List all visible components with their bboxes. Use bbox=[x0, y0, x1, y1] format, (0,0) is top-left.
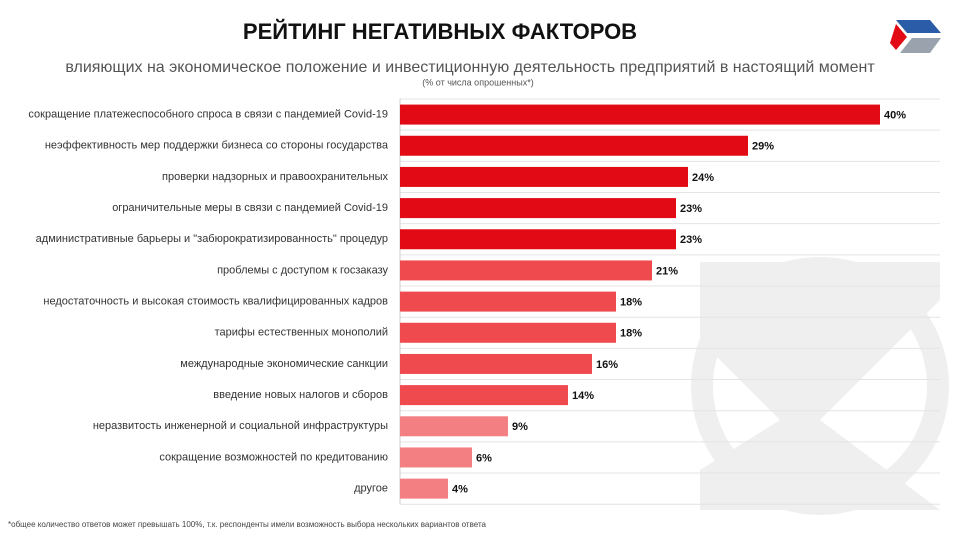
category-label: тарифы естественных монополий bbox=[215, 327, 388, 339]
footnote: *общее количество ответов может превышат… bbox=[8, 520, 487, 529]
category-label: неэффективность мер поддержки бизнеса со… bbox=[45, 140, 389, 152]
category-label: проблемы с доступом к госзаказу bbox=[217, 264, 388, 276]
value-label: 16% bbox=[596, 359, 618, 371]
category-label: ограничительные меры в связи с пандемией… bbox=[112, 202, 388, 214]
bar bbox=[400, 198, 676, 219]
bar bbox=[400, 416, 508, 437]
category-label: другое bbox=[354, 483, 388, 495]
chart-title: РЕЙТИНГ НЕГАТИВНЫХ ФАКТОРОВ bbox=[243, 19, 637, 44]
category-label: административные барьеры и "забюрократиз… bbox=[36, 233, 388, 245]
value-label: 18% bbox=[620, 328, 642, 340]
value-label: 24% bbox=[692, 172, 714, 184]
value-label: 23% bbox=[680, 203, 702, 215]
bar bbox=[400, 104, 880, 125]
value-label: 40% bbox=[884, 109, 906, 121]
category-label: сокращение платежеспособного спроса в св… bbox=[28, 108, 388, 120]
bar bbox=[400, 291, 616, 312]
category-label: введение новых налогов и сборов bbox=[213, 389, 388, 401]
value-label: 29% bbox=[752, 141, 774, 153]
category-label: сокращение возможностей по кредитованию bbox=[159, 451, 388, 463]
bar bbox=[400, 353, 592, 374]
value-label: 18% bbox=[620, 297, 642, 309]
value-label: 4% bbox=[452, 484, 468, 496]
category-label: неразвитость инженерной и социальной инф… bbox=[93, 420, 388, 432]
subtitle: влияющих на экономическое положение и ин… bbox=[65, 59, 875, 76]
bar bbox=[400, 166, 688, 187]
category-label: международные экономические санкции bbox=[180, 358, 388, 370]
value-label: 23% bbox=[680, 234, 702, 246]
bar bbox=[400, 260, 652, 281]
value-label: 9% bbox=[512, 421, 528, 433]
bar bbox=[400, 135, 748, 156]
category-label: проверки надзорных и правоохранительных bbox=[162, 171, 388, 183]
bar bbox=[400, 447, 472, 468]
note: (% от числа опрошенных*) bbox=[422, 77, 533, 87]
value-label: 6% bbox=[476, 452, 492, 464]
bar bbox=[400, 385, 568, 406]
bar bbox=[400, 229, 676, 250]
bar bbox=[400, 322, 616, 343]
category-label: недостаточность и высокая стоимость квал… bbox=[43, 296, 388, 308]
bar bbox=[400, 478, 448, 499]
value-label: 21% bbox=[656, 265, 678, 277]
logo bbox=[890, 20, 941, 53]
value-label: 14% bbox=[572, 390, 594, 402]
